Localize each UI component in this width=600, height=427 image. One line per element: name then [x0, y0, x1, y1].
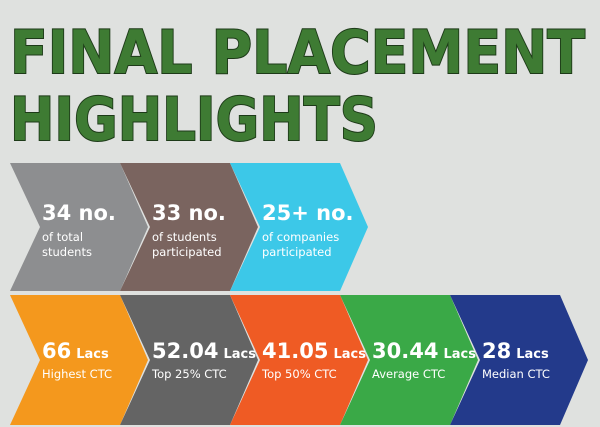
chevron [340, 295, 478, 425]
chevron [230, 163, 368, 291]
stat-label: Top 25% CTC [151, 367, 227, 381]
title-line: HIGHLIGHTS [10, 85, 378, 155]
stat-label: Top 50% CTC [261, 367, 337, 381]
chevron [10, 163, 148, 291]
stat-unit: Lacs [76, 347, 109, 362]
stat-unit: Lacs [223, 347, 256, 362]
stat-unit: Lacs [516, 347, 549, 362]
stat-number: 30.44 [372, 339, 438, 363]
chevron [230, 295, 368, 425]
chevron [10, 295, 148, 425]
stat-label: participated [262, 245, 332, 259]
stat-number: 66 [42, 339, 71, 363]
stat-value: 34 no. [42, 201, 116, 225]
chevron [450, 295, 588, 425]
stat-value: 25+ no. [262, 201, 354, 225]
stat-label: of companies [262, 230, 339, 244]
title-line: FINAL PLACEMENT [10, 18, 585, 88]
stat-label: Average CTC [372, 367, 445, 381]
stat-number: 28 [482, 339, 511, 363]
stat-value: 41.05 Lacs [262, 339, 366, 363]
chevron [120, 295, 258, 425]
stat-unit: Lacs [443, 347, 476, 362]
stat-label: students [42, 245, 92, 259]
stat-value: 66 Lacs [42, 339, 109, 363]
stat-value: 33 no. [152, 201, 226, 225]
stat-label: of total [42, 230, 83, 244]
stat-number: 41.05 [262, 339, 328, 363]
stat-label: participated [152, 245, 222, 259]
stat-value: 28 Lacs [482, 339, 549, 363]
stat-number: 52.04 [152, 339, 218, 363]
stat-label: Highest CTC [42, 367, 112, 381]
stat-label: Median CTC [482, 367, 550, 381]
stat-unit: Lacs [333, 347, 366, 362]
stat-value: 30.44 Lacs [372, 339, 476, 363]
chevron [120, 163, 258, 291]
stat-value: 52.04 Lacs [152, 339, 256, 363]
stat-label: of students [152, 230, 217, 244]
